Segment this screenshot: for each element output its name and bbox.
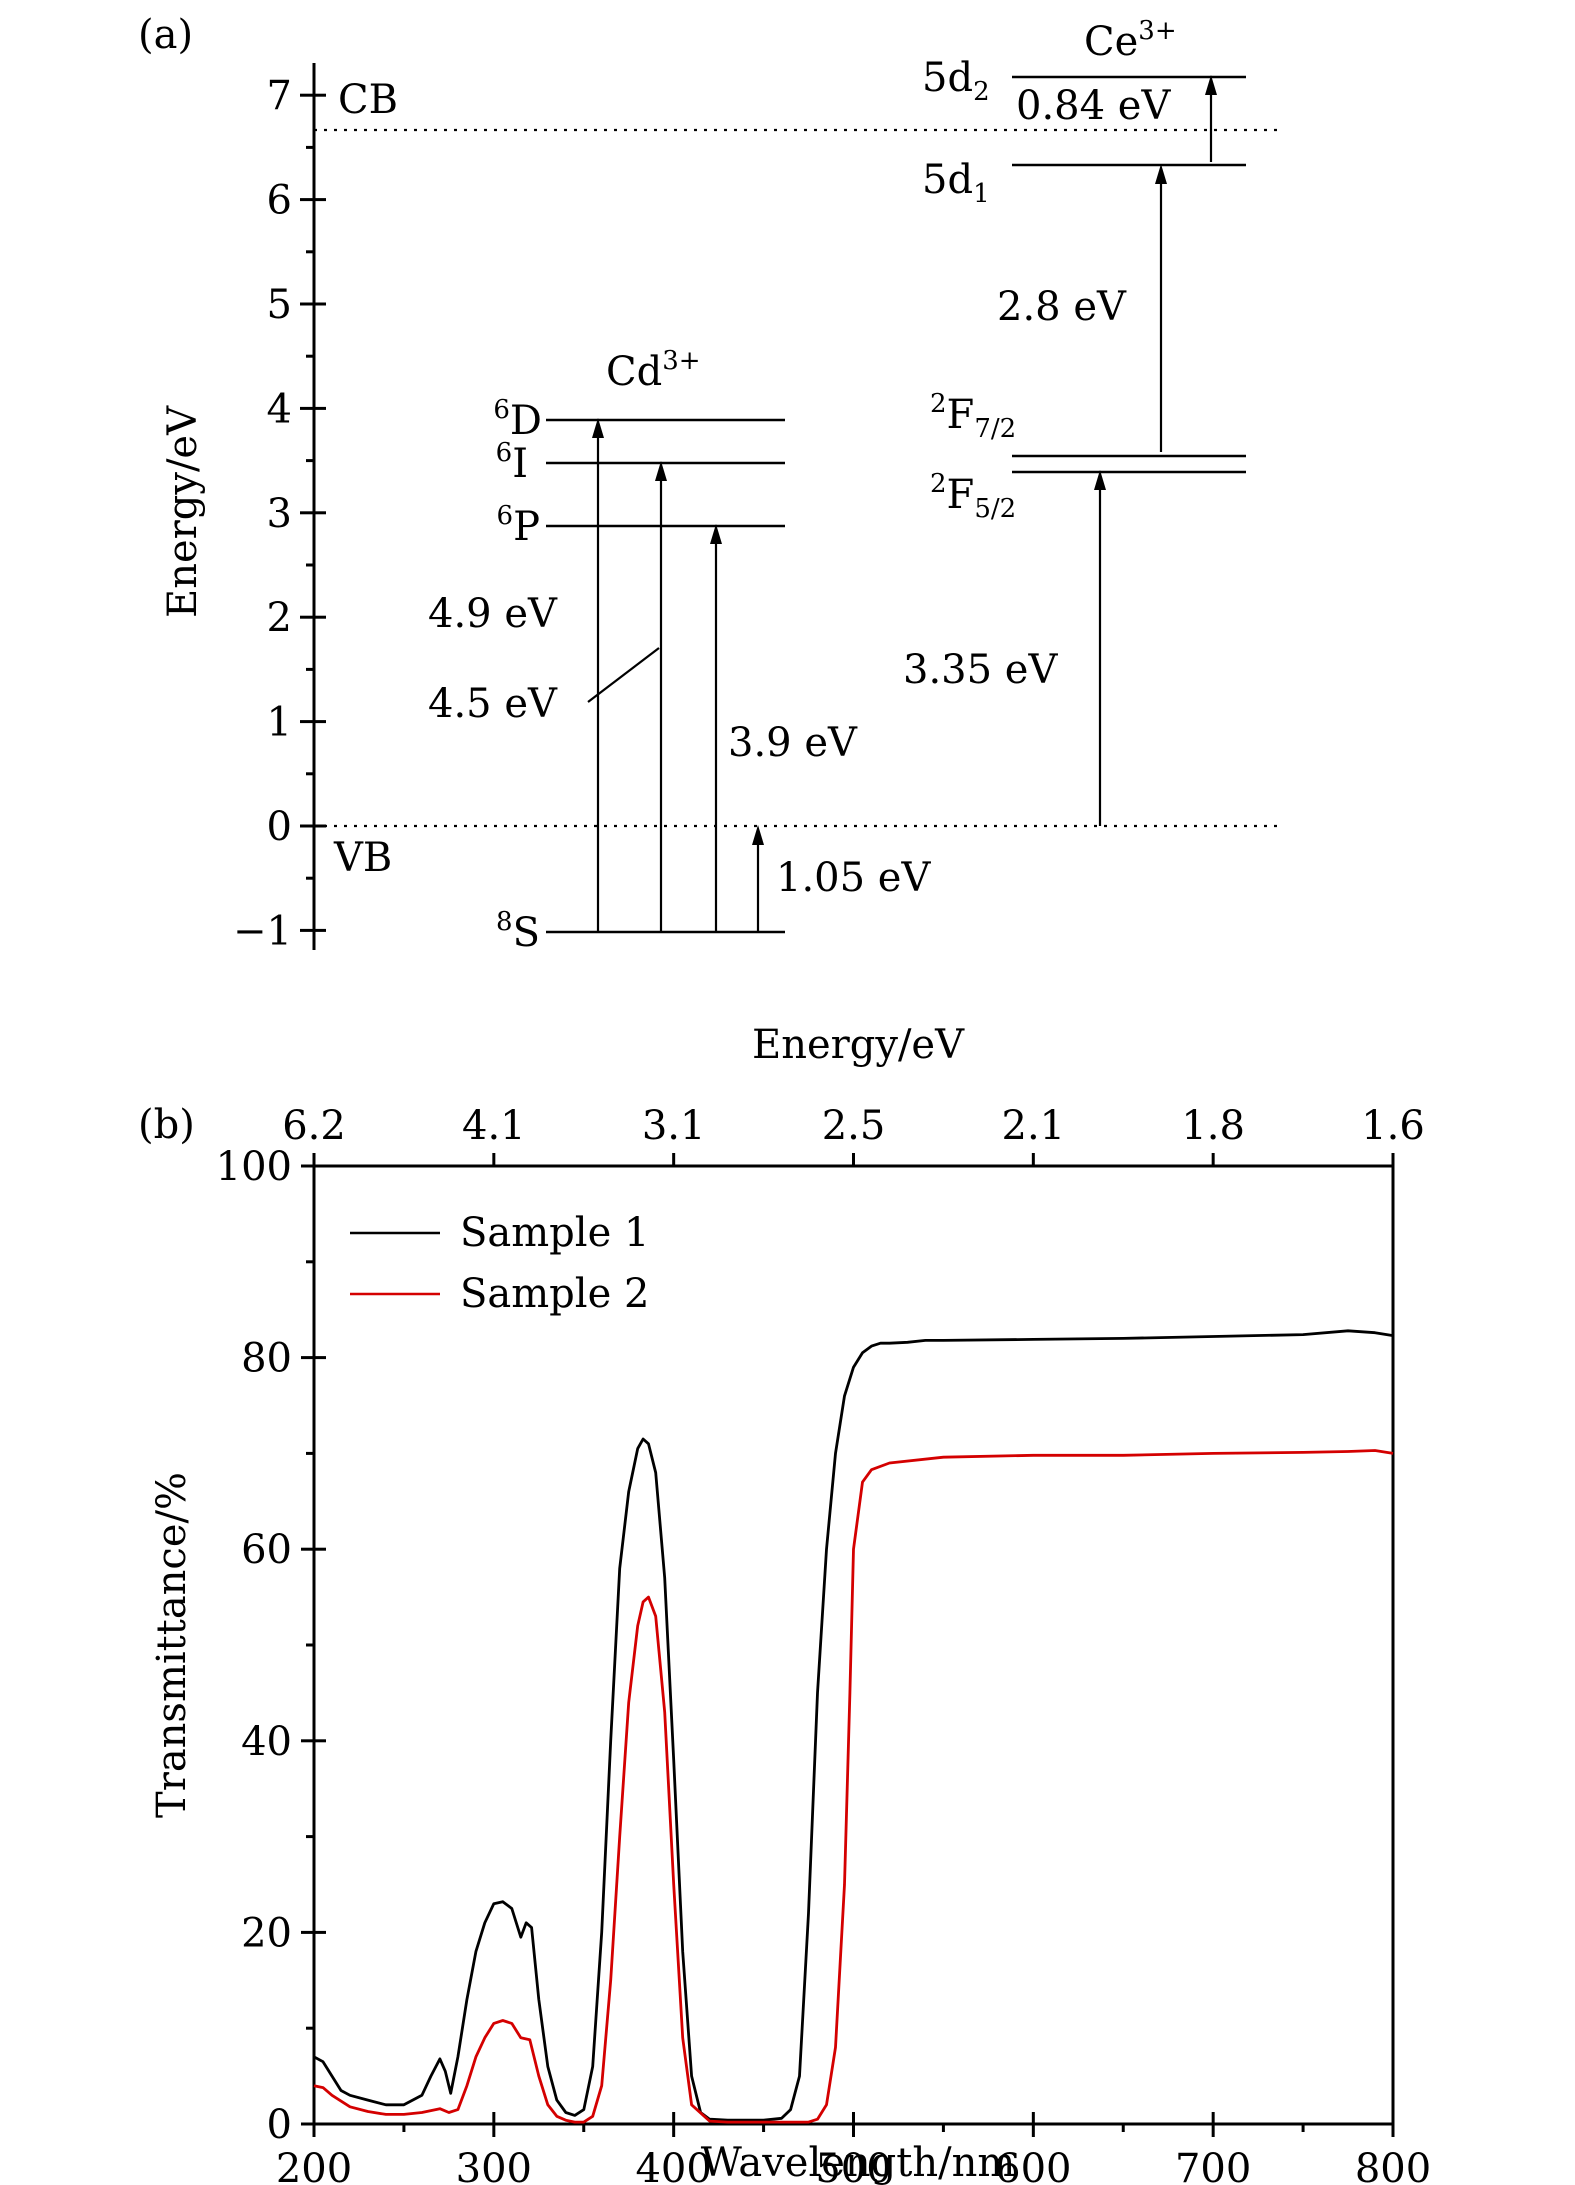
a-tick-label: 2 bbox=[267, 595, 292, 641]
x-tick-label: 500 bbox=[815, 2146, 891, 2185]
a-tick-label: 4 bbox=[267, 386, 292, 432]
cd-ion-label: Cd3+ bbox=[606, 346, 701, 395]
legend-label-sample-1: Sample 1 bbox=[460, 1210, 649, 1256]
a-tick-label: 3 bbox=[267, 491, 292, 537]
a-tick-label: 0 bbox=[267, 804, 292, 850]
top-tick-label: 4.1 bbox=[462, 1103, 526, 1149]
top-tick-label: 3.1 bbox=[642, 1103, 706, 1149]
x-tick-label: 200 bbox=[276, 2146, 352, 2185]
arrowhead-3.9 bbox=[710, 524, 722, 544]
trans-3.9-label: 3.9 eV bbox=[728, 720, 858, 766]
panel-a-ylabel: Energy/eV bbox=[160, 405, 206, 618]
y-tick-label: 20 bbox=[241, 1910, 292, 1956]
trans-1.05-label: 1.05 eV bbox=[776, 855, 931, 901]
top-tick-label: 1.8 bbox=[1181, 1103, 1245, 1149]
top-tick-label: 2.1 bbox=[1002, 1103, 1066, 1149]
x-tick-label: 600 bbox=[995, 2146, 1071, 2185]
a-tick-label: 1 bbox=[267, 700, 292, 746]
label-8S: 8S bbox=[496, 907, 540, 956]
legend-label-sample-2: Sample 2 bbox=[460, 1271, 649, 1317]
panel-b-tick-marks bbox=[301, 1153, 1395, 2137]
label-5d2: 5d2 bbox=[922, 55, 990, 107]
series-line-sample-2 bbox=[313, 1449, 1394, 2124]
panel-b-label: (b) bbox=[138, 1102, 195, 1148]
trans-3.35-label: 3.35 eV bbox=[903, 647, 1058, 693]
x-tick-labels: 200 300 400 500 600 700 800 bbox=[276, 2146, 1431, 2185]
top-tick-labels: 6.2 4.1 3.1 2.5 2.1 1.8 1.6 bbox=[282, 1103, 1425, 1149]
arrowhead-1.05 bbox=[752, 825, 764, 845]
x-axis-label: Wavelength/nm bbox=[701, 2140, 1016, 2185]
label-2F72: 2F7/2 bbox=[930, 389, 1016, 444]
panel-a-y-axis: −1 0 1 2 3 4 5 6 7 bbox=[233, 63, 326, 954]
label-5d1: 5d1 bbox=[922, 157, 990, 209]
y-axis-label: Transmittance/% bbox=[149, 1472, 195, 1818]
panel-a: (a) Energy/eV −1 0 1 2 3 4 5 6 7 CB VB Cd3+ 6D 6… bbox=[138, 12, 1282, 956]
label-6D: 6D bbox=[493, 395, 542, 444]
x-tick-label: 800 bbox=[1355, 2146, 1431, 2185]
trans-4.9-label: 4.9 eV bbox=[428, 591, 558, 637]
top-tick-label: 6.2 bbox=[282, 1103, 346, 1149]
trans-0.84-label: 0.84 eV bbox=[1016, 83, 1171, 129]
top-tick-label: 1.6 bbox=[1361, 1103, 1425, 1149]
y-tick-label: 40 bbox=[241, 1719, 292, 1765]
cb-label: CB bbox=[338, 77, 398, 123]
ce-ion-group: Ce3+ 5d2 5d1 2F7/2 2F5/2 3.35 eV 2.8 eV … bbox=[903, 16, 1246, 826]
a-tick-label: 7 bbox=[267, 73, 292, 119]
vb-label: VB bbox=[333, 835, 392, 881]
panel-a-tick-labels: −1 0 1 2 3 4 5 6 7 bbox=[233, 73, 292, 954]
y-tick-label: 100 bbox=[216, 1144, 292, 1190]
trans-4.5-label: 4.5 eV bbox=[428, 681, 558, 727]
a-tick-label: 5 bbox=[267, 282, 292, 328]
panel-b: (b) Energy/eV 200 300 400 500 600 700 800 0 20 4… bbox=[138, 1022, 1431, 2185]
label-2F52: 2F5/2 bbox=[930, 469, 1016, 524]
y-tick-labels: 0 20 40 60 80 100 bbox=[216, 1144, 292, 2148]
arrowhead-2.8 bbox=[1155, 164, 1167, 184]
series-group bbox=[313, 1329, 1394, 2124]
arrowhead-4.9 bbox=[592, 418, 604, 438]
label-6P: 6P bbox=[497, 501, 540, 550]
top-tick-label: 2.5 bbox=[822, 1103, 886, 1149]
panel-a-label: (a) bbox=[138, 12, 193, 58]
legend: Sample 1 Sample 2 bbox=[350, 1210, 649, 1317]
arrowhead-0.84 bbox=[1205, 75, 1217, 95]
pointer-4.5 bbox=[587, 647, 660, 703]
x-tick-label: 400 bbox=[635, 2146, 711, 2185]
arrowhead-3.35 bbox=[1094, 470, 1106, 490]
a-tick-label: 6 bbox=[267, 178, 292, 224]
ce-ion-label: Ce3+ bbox=[1084, 16, 1177, 65]
arrowhead-4.5 bbox=[655, 461, 667, 481]
a-tick-label: −1 bbox=[233, 908, 292, 954]
trans-2.8-label: 2.8 eV bbox=[997, 284, 1127, 330]
series-line-sample-1 bbox=[313, 1329, 1394, 2122]
label-6I: 6I bbox=[496, 438, 528, 487]
y-tick-label: 0 bbox=[267, 2102, 292, 2148]
x-tick-label: 300 bbox=[456, 2146, 532, 2185]
top-axis-label: Energy/eV bbox=[752, 1022, 965, 1068]
y-tick-label: 60 bbox=[241, 1527, 292, 1573]
cd-ion-group: Cd3+ 6D 6I 6P 8S 4.9 eV 4.5 eV 3.9 eV 1.… bbox=[428, 346, 931, 956]
x-tick-label: 700 bbox=[1175, 2146, 1251, 2185]
y-tick-label: 80 bbox=[241, 1336, 292, 1382]
